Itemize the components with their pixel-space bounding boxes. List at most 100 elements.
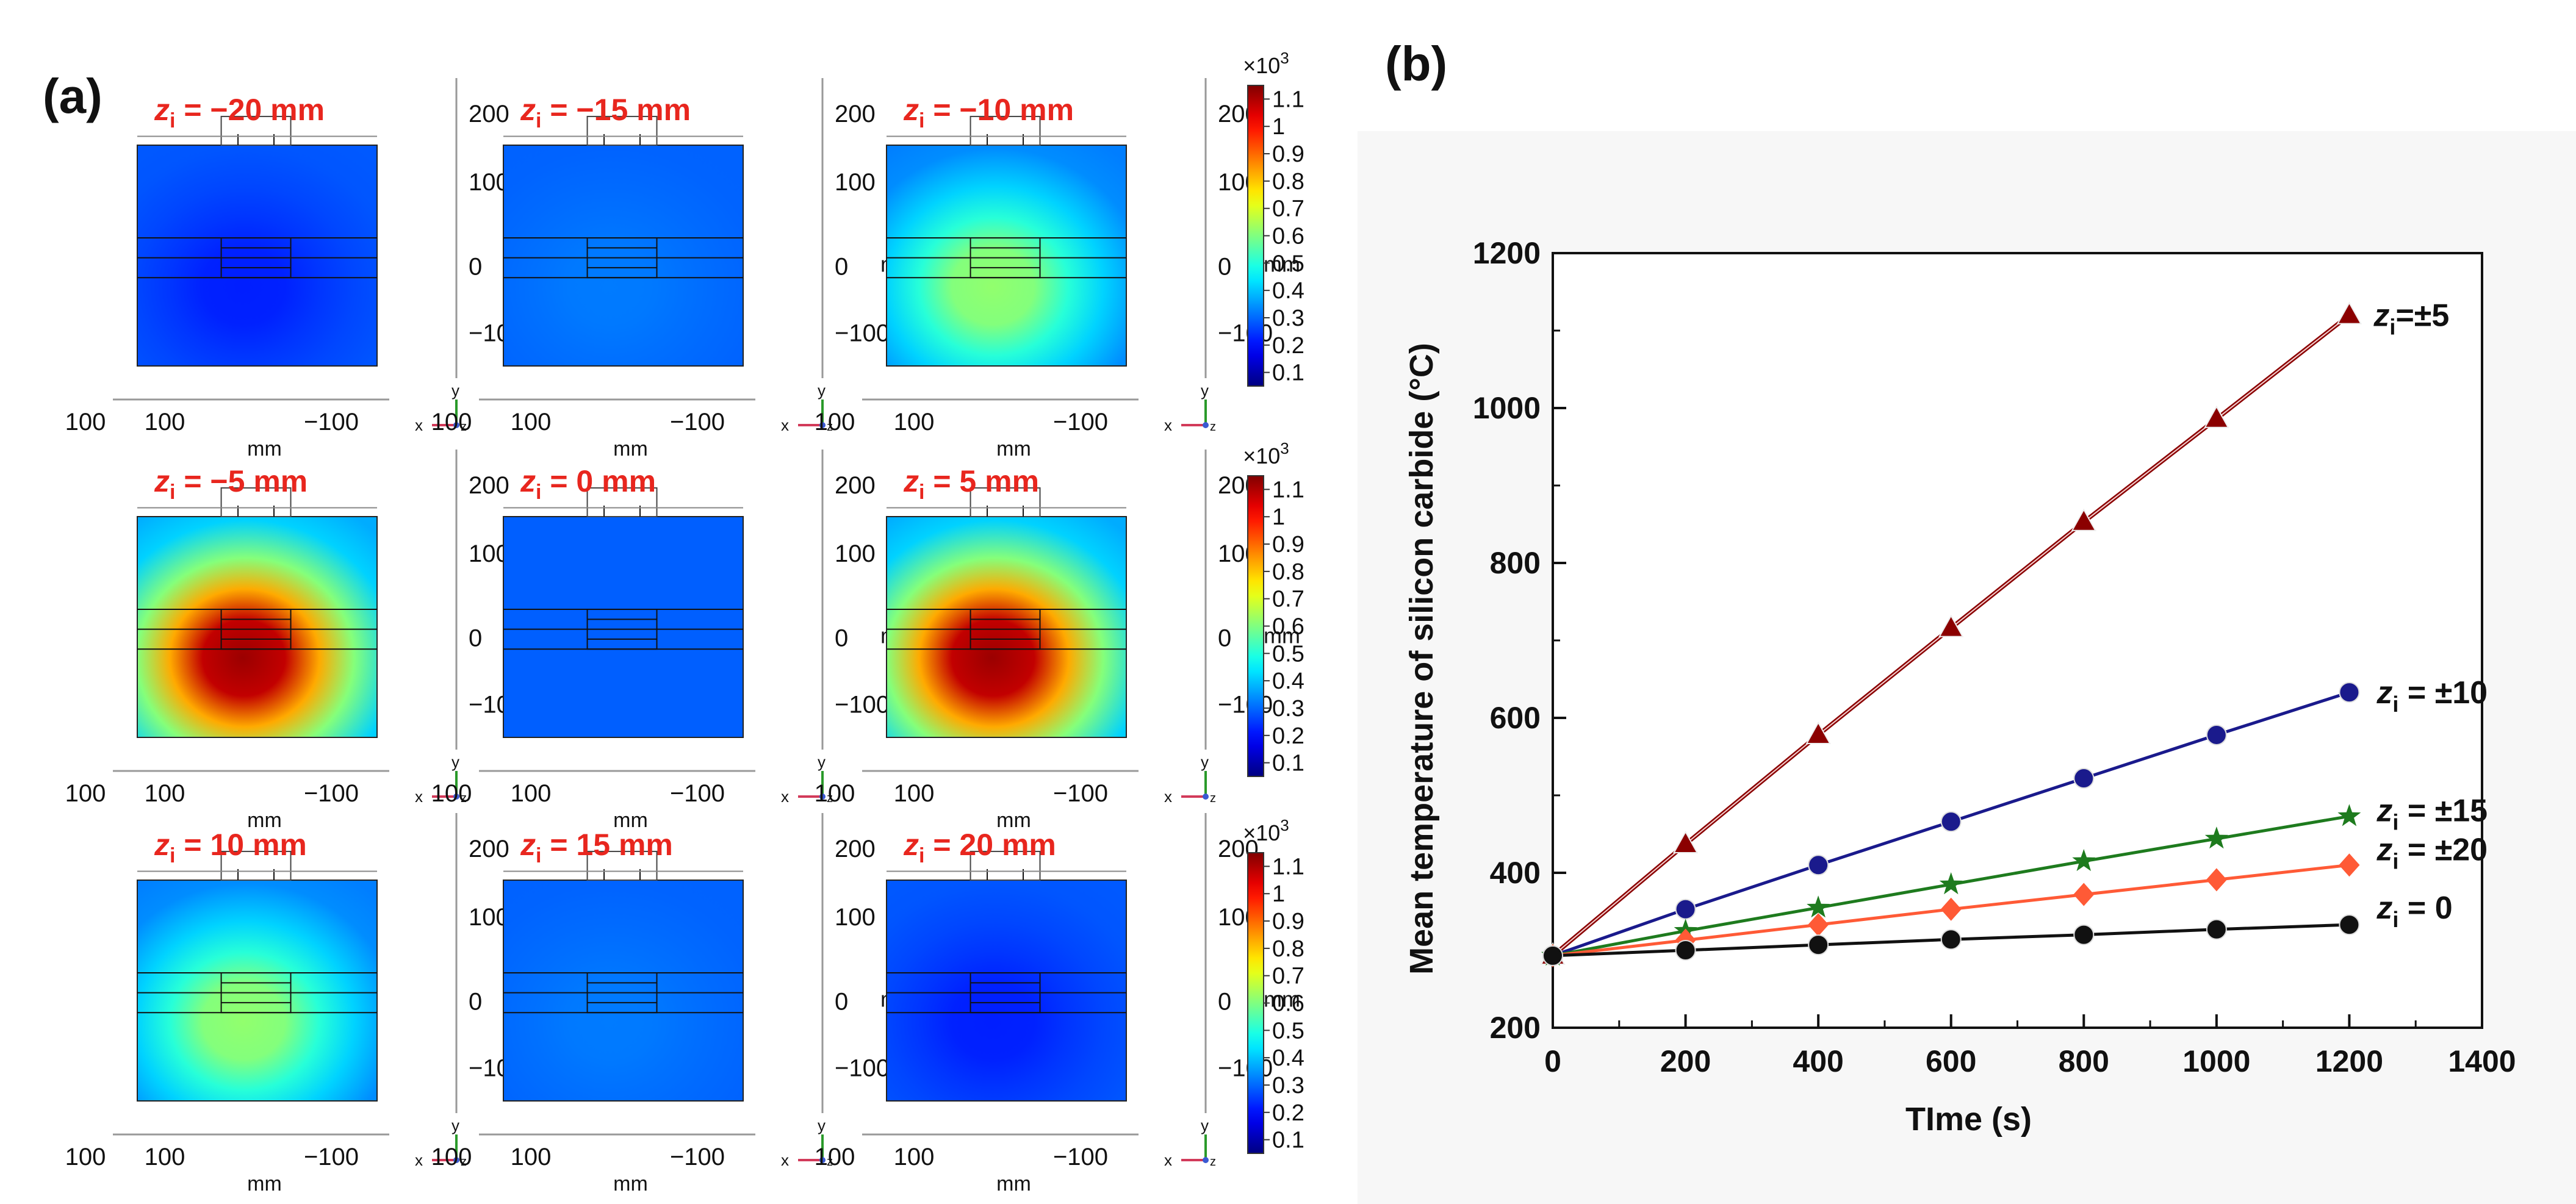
sample-box	[586, 237, 658, 279]
colorbar-tick-label: 0.5	[1272, 641, 1304, 667]
triad-x-label: x	[415, 416, 423, 434]
triad-z-label: z	[827, 420, 833, 434]
title-sub: i	[919, 109, 924, 132]
title-sub: i	[919, 481, 924, 504]
title-var: z	[154, 93, 170, 127]
y-tick-label: 0	[835, 254, 848, 281]
waveguide-port	[970, 487, 1041, 518]
colorbar-tick-label: 1	[1272, 881, 1285, 907]
x-tick-label: 100	[815, 409, 855, 435]
x-tick-label: 100	[511, 780, 552, 807]
multiplier-exponent: 3	[1280, 49, 1289, 67]
title-var: z	[903, 93, 919, 127]
title-var: z	[903, 464, 919, 498]
panel-title: zi = −10 mm	[903, 93, 1074, 132]
y-tick-label: −100	[835, 320, 890, 346]
colorbar: ×103 1.110.90.80.70.60.50.40.30.20.1	[1243, 439, 1304, 777]
panel-title: zi = 20 mm	[903, 828, 1056, 867]
multiplier-exponent: 3	[1280, 816, 1289, 834]
data-point	[2073, 768, 2095, 789]
colorbar-tick-label: 0.6	[1272, 224, 1304, 249]
colorbar-tick-label: 0.1	[1272, 751, 1304, 776]
x-tick-label: 0	[1544, 1044, 1561, 1078]
colorbar-tick-label: 0.2	[1272, 333, 1304, 359]
y-tick-label: 200	[835, 472, 876, 499]
x-axis-unit: mm	[613, 1172, 648, 1195]
y-tick-label: 200	[469, 472, 509, 499]
x-tick-label: 100	[431, 1144, 472, 1170]
data-point	[2339, 682, 2360, 703]
x-tick-label: 100	[431, 780, 472, 807]
colorbar-tick-label: 0.5	[1272, 1018, 1304, 1044]
panel-a-label: (a)	[43, 69, 103, 123]
colorbar-tick-label: 0.3	[1272, 306, 1304, 331]
y-tick-label: 0	[469, 989, 482, 1016]
series-label: zi = ±10	[2376, 675, 2488, 717]
sample-box	[586, 972, 658, 1014]
x-tick-label: 200	[1660, 1044, 1711, 1078]
x-axis-unit: mm	[613, 809, 648, 832]
series-label-value: =±5	[2395, 298, 2449, 334]
colorbar-multiplier: ×103	[1243, 49, 1289, 78]
triad-z-dot	[453, 422, 459, 428]
triad-z-dot	[453, 794, 459, 800]
y-tick-label: 200	[469, 101, 509, 127]
multiplier-exponent: 3	[1280, 439, 1289, 457]
y-tick-label: 100	[835, 169, 876, 196]
series-label-sub: i	[2392, 848, 2398, 873]
triad-y-label: y	[818, 1116, 826, 1134]
colorbar-tick-label: 0.9	[1272, 532, 1304, 557]
x-axis-unit: mm	[613, 437, 648, 460]
x-tick-label: −100	[1053, 1144, 1108, 1170]
triad-x-label: x	[781, 416, 789, 434]
x-tick-label: 100	[511, 1144, 552, 1170]
colorbar-tick-label: 0.1	[1272, 360, 1304, 386]
triad-y-label: y	[1201, 1116, 1209, 1134]
triad-z-dot	[1203, 794, 1209, 800]
title-value: = 20 mm	[924, 828, 1056, 862]
y-axis-unit: mm	[1264, 251, 1300, 276]
title-value: = 10 mm	[175, 828, 306, 862]
series-label-sub: i	[2392, 692, 2398, 717]
x-axis-unit: mm	[247, 809, 282, 832]
waveguide-port	[220, 115, 292, 146]
y-tick-label: 0	[835, 989, 848, 1016]
x-tick-label: 100	[65, 780, 106, 807]
colorbar-tick-label: 0.6	[1272, 991, 1304, 1017]
triad-z-dot	[819, 422, 826, 428]
x-tick-label: 100	[815, 1144, 855, 1170]
y-tick-label: 0	[835, 625, 848, 652]
x-tick-label: −100	[1053, 780, 1108, 807]
triad-z-label: z	[827, 792, 833, 805]
title-sub: i	[536, 109, 541, 132]
data-point	[1807, 895, 1830, 918]
title-value: = −15 mm	[541, 93, 691, 127]
y-tick-label: −100	[1218, 320, 1273, 346]
panel-title: zi = 0 mm	[520, 464, 656, 504]
y-tick-label: 200	[1490, 1011, 1541, 1045]
x-axis-title: TIme (s)	[1905, 1101, 2032, 1138]
x-tick-label: 100	[431, 409, 472, 435]
series-label-value: = 0	[2398, 890, 2452, 926]
waveguide-port	[586, 115, 658, 146]
series-label-var: z	[2376, 890, 2392, 926]
y-tick-label: 600	[1490, 701, 1541, 735]
data-point	[2204, 405, 2229, 428]
data-point	[1940, 929, 1962, 950]
series-label: zi=±5	[2373, 298, 2449, 340]
title-value: = −10 mm	[924, 93, 1074, 127]
sample-box	[220, 972, 292, 1014]
colorbar-tick-label: 0.4	[1272, 1045, 1304, 1071]
series-label-var: z	[2376, 793, 2392, 828]
colorbar-tick-label: 1.1	[1272, 854, 1304, 880]
data-point	[1805, 721, 1831, 744]
data-point	[1940, 811, 1962, 833]
colorbar-tick-label: 0.6	[1272, 614, 1304, 640]
triad-x-label: x	[1164, 416, 1172, 434]
heatmap-field	[503, 880, 744, 1102]
data-point	[2339, 914, 2360, 936]
title-var: z	[154, 828, 170, 862]
